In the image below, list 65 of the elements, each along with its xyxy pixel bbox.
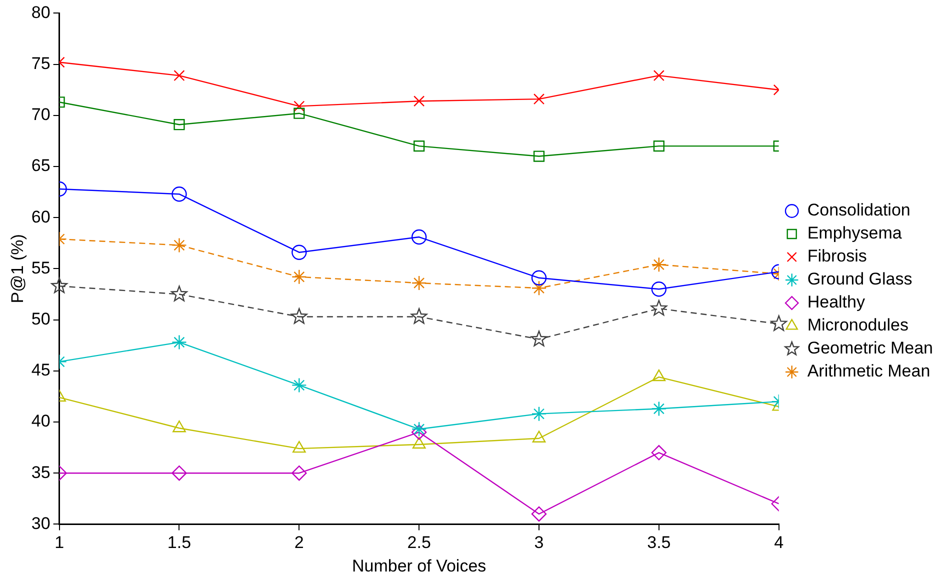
point — [172, 238, 187, 253]
legend-label: Arithmetic Mean — [807, 362, 930, 381]
y-tick-label: 60 — [31, 207, 50, 226]
point — [292, 466, 307, 481]
legend-label: Geometric Mean — [807, 338, 934, 358]
y-tick-label: 35 — [31, 462, 50, 482]
legend-label: Consolidation — [807, 200, 910, 220]
point — [292, 244, 307, 260]
y-tick-label: 30 — [31, 514, 50, 533]
y-axis-title: P@1 (%) — [8, 234, 27, 304]
point — [294, 108, 305, 119]
point — [411, 275, 427, 291]
legend-label: Emphysema — [807, 224, 902, 243]
point — [174, 70, 185, 82]
point — [172, 334, 187, 350]
point — [533, 150, 545, 162]
x-tick-label: 1 — [54, 533, 64, 552]
point — [533, 94, 545, 105]
point — [531, 506, 547, 522]
point — [290, 308, 308, 324]
point — [653, 140, 664, 152]
y-tick-label: 55 — [31, 258, 50, 278]
legend-label: Healthy — [807, 292, 866, 312]
point — [292, 378, 307, 393]
point — [531, 406, 547, 422]
y-tick-label: 65 — [31, 156, 50, 176]
y-tick-label: 70 — [31, 105, 50, 124]
point — [650, 300, 668, 316]
point — [174, 119, 185, 130]
x-tick-label: 1.5 — [167, 533, 192, 552]
point — [651, 257, 667, 272]
point — [294, 100, 305, 112]
point — [411, 229, 427, 245]
point — [411, 424, 427, 440]
x-tick-label: 3 — [534, 533, 544, 552]
legend-label: Fibrosis — [807, 246, 867, 266]
point — [530, 330, 548, 346]
x-tick-label: 3.5 — [647, 533, 671, 552]
x-tick-label: 2 — [294, 533, 304, 552]
point — [653, 70, 664, 82]
point — [51, 277, 68, 294]
y-tick-label: 75 — [31, 54, 50, 73]
legend-label: Ground Glass — [807, 270, 912, 289]
point — [651, 445, 667, 460]
point — [292, 269, 307, 284]
point — [171, 286, 188, 302]
point — [172, 186, 187, 202]
x-tick-label: 4 — [774, 533, 784, 552]
point — [414, 140, 425, 152]
x-axis-title: Number of Voices — [352, 556, 486, 576]
y-tick-label: 45 — [31, 360, 50, 380]
y-tick-label: 80 — [31, 2, 50, 22]
y-tick-label: 40 — [31, 412, 50, 431]
point — [172, 466, 187, 481]
x-tick-label: 2.5 — [407, 533, 431, 552]
point — [531, 270, 547, 286]
point — [770, 315, 788, 331]
point — [531, 280, 547, 296]
point — [414, 96, 425, 107]
point — [651, 401, 667, 416]
point — [411, 422, 427, 437]
y-tick-label: 50 — [31, 309, 50, 328]
point — [410, 308, 428, 324]
legend-label: Micronodules — [807, 316, 908, 335]
point — [651, 282, 667, 297]
